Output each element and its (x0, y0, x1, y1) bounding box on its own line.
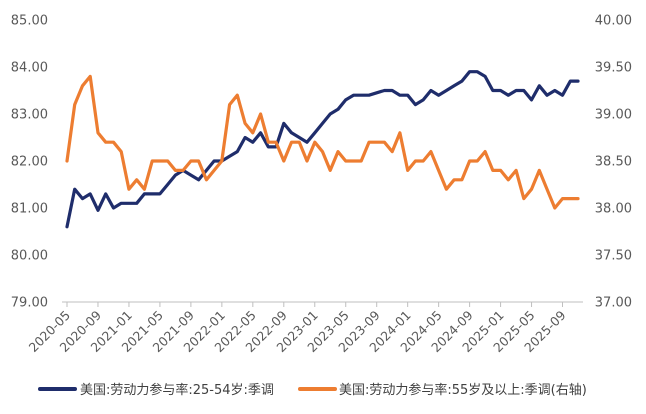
series-line-55-plus (65, 74, 580, 210)
right-tick-label: 37.50 (595, 249, 632, 264)
right-axis: 37.00 37.50 38.00 38.50 39.00 39.50 40.00 (595, 14, 632, 311)
legend-label-55-plus: 美国:劳动力参与率:55岁及以上:季调(右轴) (339, 382, 587, 398)
right-tick-label: 39.50 (595, 61, 632, 76)
left-tick-label: 79.00 (11, 296, 48, 311)
left-tick-label: 81.00 (11, 202, 48, 217)
left-tick-label: 82.00 (11, 155, 48, 170)
series-layer (65, 70, 580, 229)
right-tick-label: 37.00 (595, 296, 632, 311)
legend: 美国:劳动力参与率:25-54岁:季调 美国:劳动力参与率:55岁及以上:季调(… (38, 382, 587, 398)
legend-label-prime-age: 美国:劳动力参与率:25-54岁:季调 (80, 382, 274, 398)
right-tick-label: 38.00 (595, 202, 632, 217)
left-tick-label: 83.00 (11, 108, 48, 123)
x-axis: 2020-052020-092021-012021-052021-092022-… (26, 301, 583, 355)
right-tick-label: 40.00 (595, 14, 632, 29)
left-tick-label: 85.00 (11, 14, 48, 29)
left-tick-label: 84.00 (11, 61, 48, 76)
left-axis: 79.00 80.00 81.00 82.00 83.00 84.00 85.00 (11, 14, 48, 311)
series-line-prime-age (65, 70, 580, 229)
left-tick-label: 80.00 (11, 249, 48, 264)
right-tick-label: 39.00 (595, 108, 632, 123)
right-tick-label: 38.50 (595, 155, 632, 170)
